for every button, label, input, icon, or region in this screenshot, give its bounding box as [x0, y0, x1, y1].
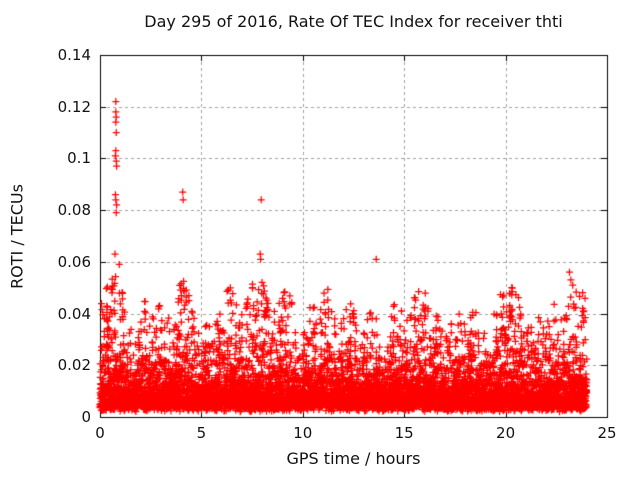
y-tick-label: 0.12: [57, 97, 91, 116]
y-tick-label: 0: [81, 408, 91, 426]
y-tick-label: 0.02: [57, 356, 91, 375]
x-tick-label: 20: [496, 424, 516, 442]
y-tick-label: 0.04: [57, 304, 91, 323]
chart-title: Day 295 of 2016, Rate Of TEC Index for r…: [144, 12, 563, 31]
y-tick-label: 0.06: [57, 252, 91, 271]
x-tick-label: 0: [95, 424, 105, 442]
x-tick-label: 25: [597, 424, 617, 442]
x-tick-label: 10: [293, 424, 313, 442]
x-tick-label: 5: [196, 424, 207, 442]
y-tick-label: 0.14: [57, 46, 91, 64]
y-tick-label: 0.08: [57, 201, 91, 220]
y-tick-label: 0.1: [67, 149, 91, 168]
x-axis-label: GPS time / hours: [286, 449, 421, 468]
x-tick-label: 15: [394, 424, 414, 442]
